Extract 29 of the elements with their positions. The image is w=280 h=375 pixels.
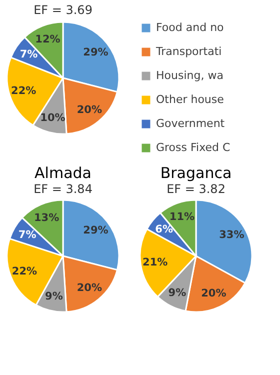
- legend-label: Government: [156, 117, 226, 130]
- data-label: 6%: [155, 224, 174, 236]
- data-label: 20%: [201, 287, 227, 300]
- data-label: 7%: [18, 228, 37, 241]
- data-label: 33%: [219, 228, 245, 241]
- legend-label: Other house: [156, 93, 224, 106]
- data-label: 11%: [169, 211, 196, 224]
- data-label: 21%: [142, 256, 168, 268]
- data-label: 20%: [76, 104, 102, 116]
- data-label: 22%: [12, 265, 38, 278]
- data-label: 29%: [83, 224, 109, 237]
- chart-title: Braganca: [160, 164, 232, 182]
- chart-subtitle: EF = 3.82: [166, 182, 226, 196]
- data-label: 10%: [40, 112, 66, 124]
- data-label: 29%: [83, 46, 109, 59]
- chart-subtitle: EF = 3.84: [34, 182, 92, 196]
- data-label: 12%: [35, 33, 61, 46]
- legend-label: Food and no: [156, 21, 224, 34]
- data-label: 13%: [34, 212, 60, 224]
- legend-label: Housing, wa: [156, 69, 224, 82]
- chart-title: Almada: [34, 164, 92, 182]
- data-label: 7%: [20, 48, 38, 61]
- chart-subtitle: EF = 3.69: [34, 3, 92, 17]
- data-label: 9%: [168, 286, 187, 299]
- data-label: 22%: [11, 84, 37, 97]
- legend-label: Gross Fixed C: [156, 141, 230, 154]
- data-label: 9%: [45, 290, 64, 302]
- data-label: 20%: [76, 282, 102, 294]
- legend-label: Transportati: [155, 45, 222, 58]
